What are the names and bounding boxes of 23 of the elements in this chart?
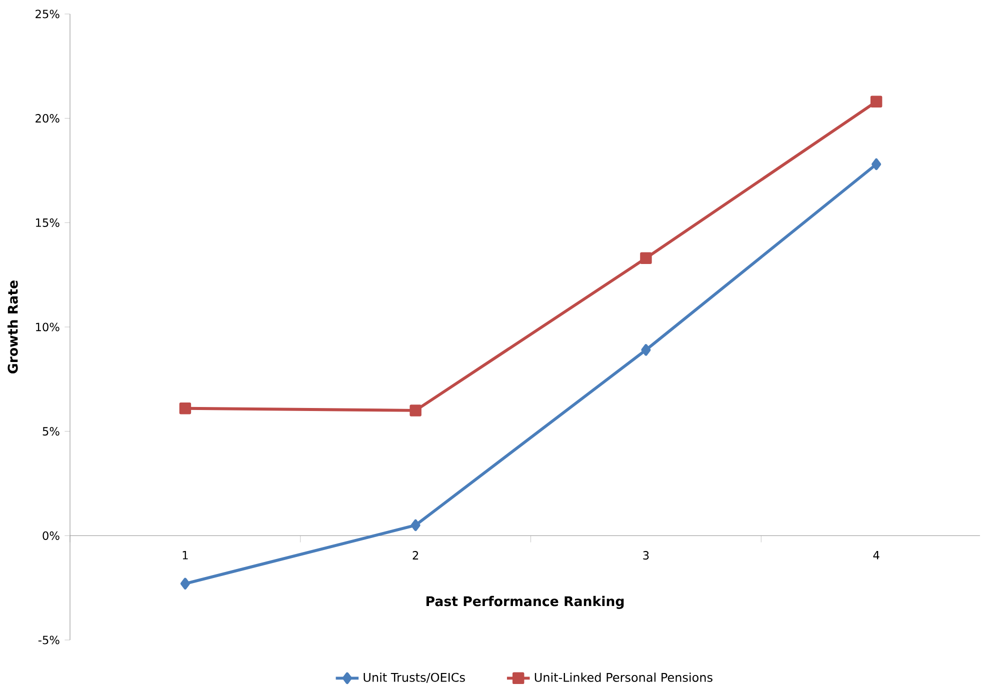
y-tick-label: 25% (36, 10, 60, 18)
point (410, 404, 422, 416)
x-tick-label: 1 (182, 551, 188, 560)
point (641, 344, 651, 356)
y-tick-label: -5% (38, 636, 60, 644)
x-tick-label: 2 (412, 551, 418, 560)
point (870, 96, 882, 108)
x-axis-title: Past Performance Ranking (426, 596, 624, 609)
point (179, 402, 192, 414)
legend-label: Unit-Linked Personal Pensions (534, 672, 712, 682)
y-tick-label: 5% (42, 427, 60, 436)
point (640, 252, 652, 264)
x-tick-label: 3 (643, 551, 649, 560)
point (872, 158, 882, 170)
point (180, 578, 190, 590)
y-tick-label: 0% (42, 531, 60, 540)
x-tick-label: 4 (873, 551, 880, 560)
y-tick-label: 10% (36, 322, 60, 332)
y-tick-label: 15% (36, 218, 60, 227)
y-tick-label: 20% (36, 114, 60, 123)
y-axis-title: Growth Rate (8, 280, 18, 374)
legend-label: Unit Trusts/OEICs (364, 672, 465, 683)
point (410, 519, 420, 532)
